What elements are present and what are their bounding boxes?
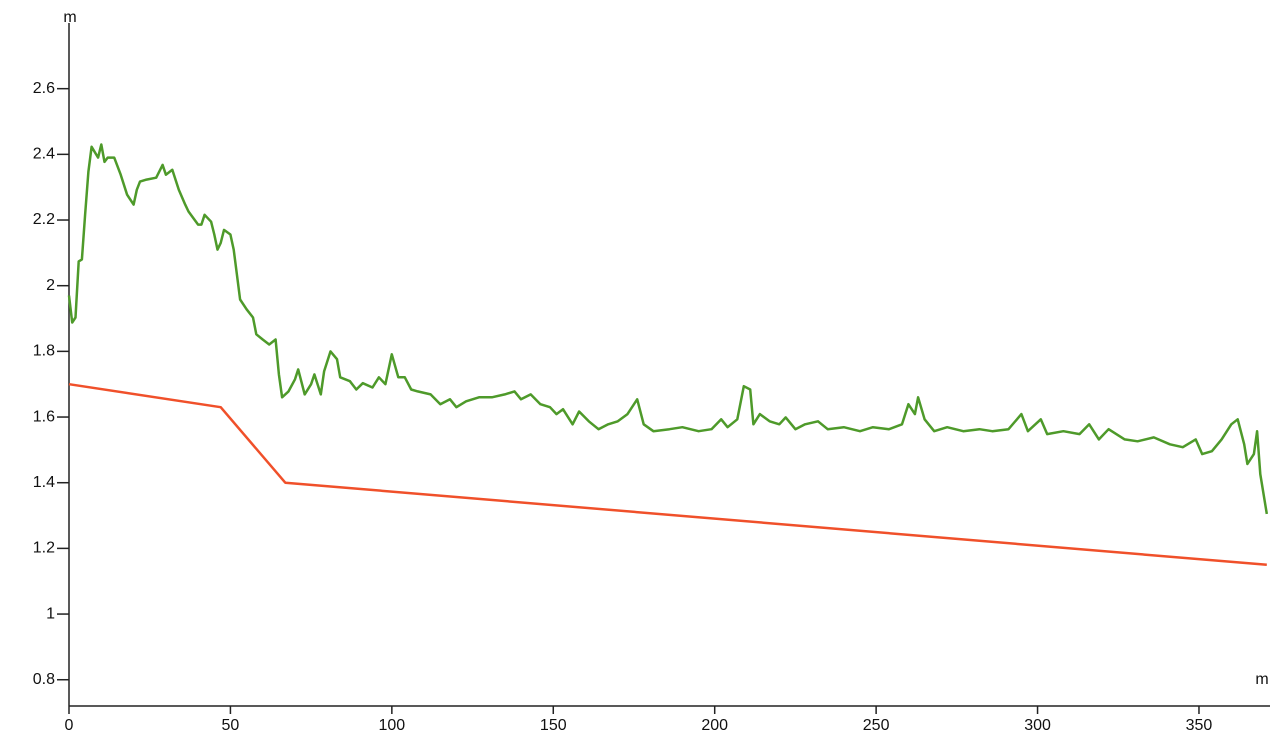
series-line: [68, 382, 1267, 567]
y-axis-label: m: [63, 9, 76, 26]
y-tick-label: 2.4: [33, 146, 55, 163]
x-tick-label: 50: [222, 717, 240, 734]
y-tick-label: 1.4: [33, 474, 55, 491]
series-line: [67, 143, 1269, 515]
y-tick-label: 2: [46, 277, 55, 294]
y-tick-label: 1.6: [33, 408, 55, 425]
y-tick-label: 2.2: [33, 211, 55, 228]
x-tick-label: 250: [863, 717, 890, 734]
x-tick-label: 150: [540, 717, 567, 734]
x-axis-label: m: [1255, 671, 1268, 688]
y-tick-label: 1: [46, 605, 55, 622]
y-tick-label: 0.8: [33, 671, 55, 688]
y-tick-label: 1.2: [33, 540, 55, 557]
y-tick-label: 2.6: [33, 80, 55, 97]
x-tick-label: 300: [1024, 717, 1051, 734]
x-tick-label: 100: [378, 717, 405, 734]
y-tick-label: 1.8: [33, 343, 55, 360]
x-tick-label: 200: [701, 717, 728, 734]
x-tick-label: 0: [65, 717, 74, 734]
x-tick-label: 350: [1186, 717, 1213, 734]
